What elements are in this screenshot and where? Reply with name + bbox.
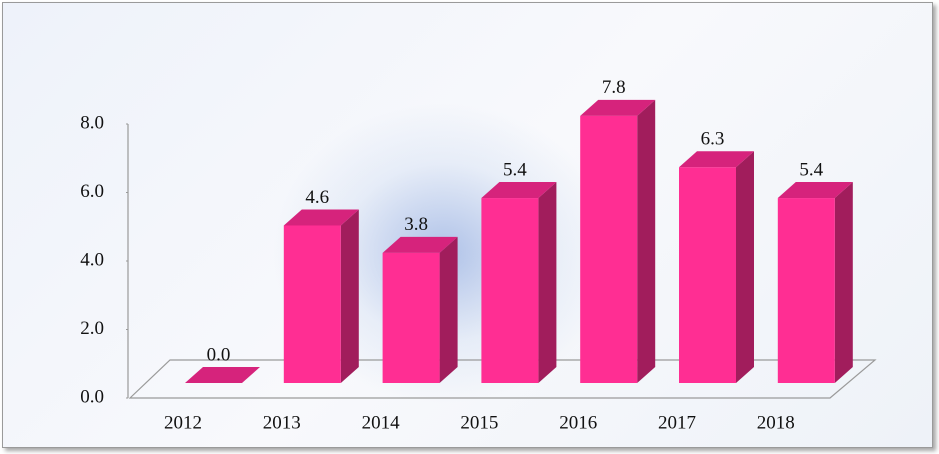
bar-front <box>777 198 835 383</box>
y-tick-label: 6.0 <box>80 181 104 202</box>
bar <box>283 209 359 383</box>
bar-top <box>481 182 557 199</box>
bar-front <box>382 252 440 383</box>
bar-top <box>580 99 656 116</box>
bar-front <box>580 115 638 383</box>
bar <box>185 367 260 383</box>
bar-front <box>679 167 736 383</box>
bar <box>382 236 458 383</box>
bar <box>777 182 853 383</box>
value-label: 7.8 <box>602 77 626 98</box>
value-label: 3.8 <box>404 214 428 235</box>
bar-side <box>538 182 557 383</box>
x-tick-label: 2015 <box>460 412 498 433</box>
bar-side <box>340 209 359 383</box>
y-tick-label: 2.0 <box>80 318 104 339</box>
bar-front <box>481 198 539 383</box>
x-tick-label: 2012 <box>164 412 202 433</box>
x-tick-label: 2017 <box>658 412 696 433</box>
bar-top <box>679 151 754 168</box>
x-tick-label: 2013 <box>263 412 301 433</box>
chart-frame <box>2 2 933 448</box>
bar-top <box>382 236 458 253</box>
bar-side <box>637 99 656 383</box>
x-tick-label: 2016 <box>559 412 597 433</box>
value-label: 0.0 <box>207 344 231 365</box>
bar-side <box>439 236 458 383</box>
value-label: 5.4 <box>799 159 823 180</box>
bar <box>580 99 656 383</box>
y-tick-label: 0.0 <box>80 386 104 407</box>
bar-side <box>736 151 754 383</box>
bar-top <box>283 209 359 226</box>
floor <box>128 359 877 399</box>
y-tick-label: 8.0 <box>80 112 104 133</box>
value-label: 5.4 <box>503 159 527 180</box>
bar-side <box>834 182 853 383</box>
x-tick-label: 2018 <box>757 412 795 433</box>
bar-top <box>185 367 260 383</box>
bar-front <box>283 225 341 383</box>
bar <box>679 151 754 383</box>
bar <box>481 182 557 383</box>
value-label: 4.6 <box>305 187 329 208</box>
bar-top <box>777 182 853 199</box>
x-tick-label: 2014 <box>362 412 401 433</box>
y-tick-label: 4.0 <box>80 249 104 270</box>
value-label: 6.3 <box>701 129 725 150</box>
